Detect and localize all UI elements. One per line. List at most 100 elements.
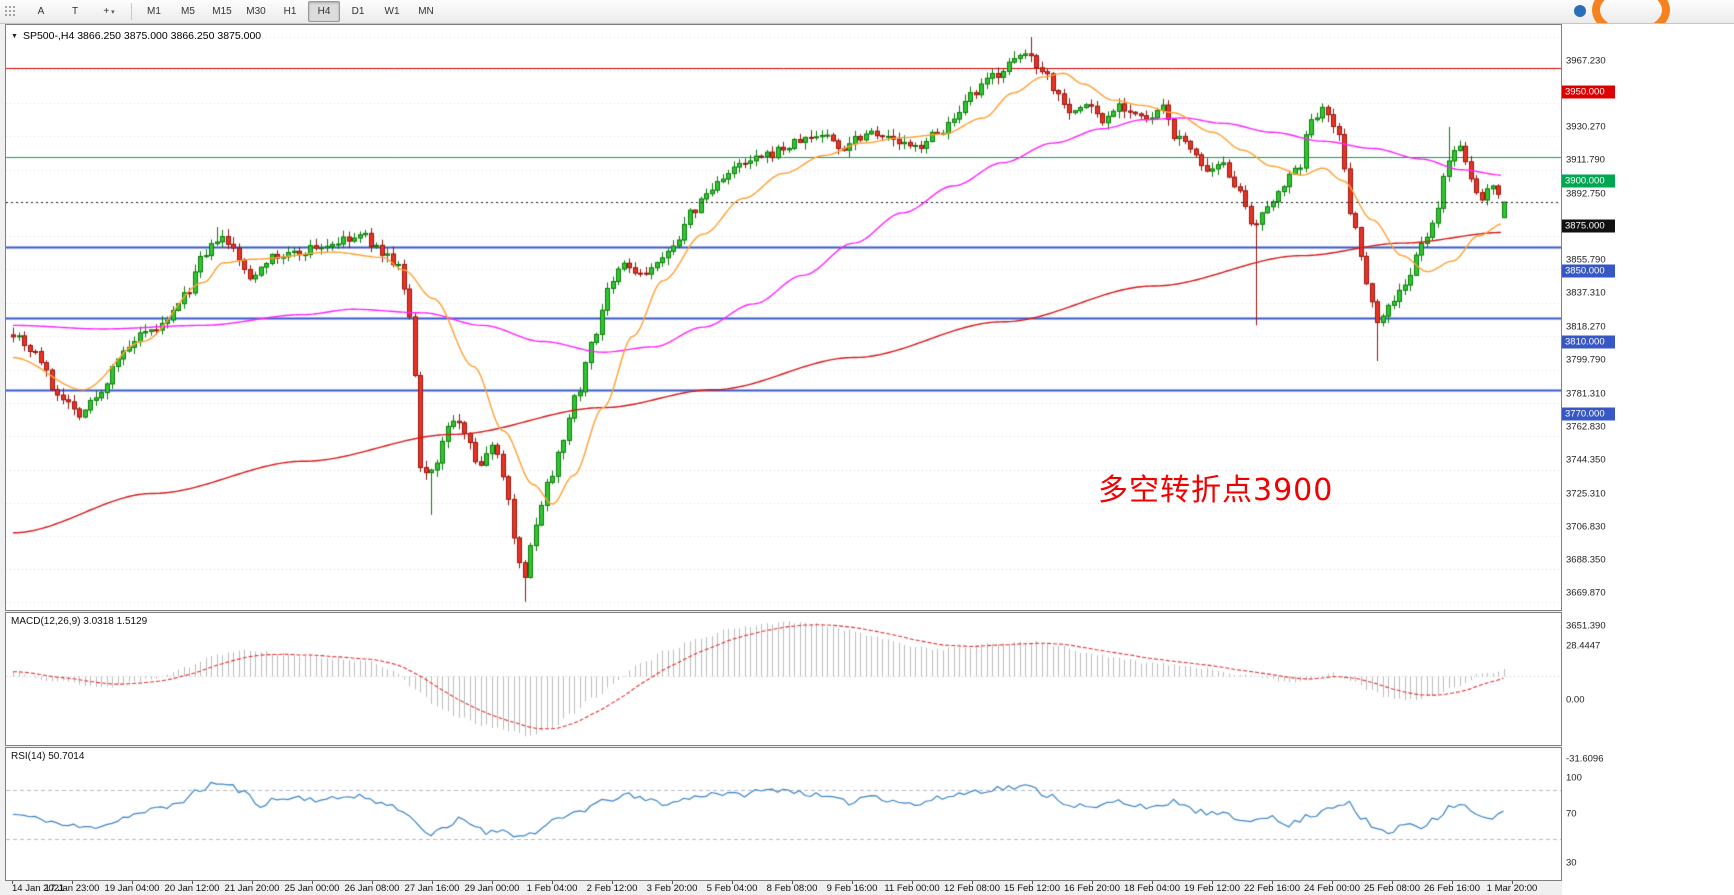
time-axis-tick [1212, 881, 1213, 884]
price-tick-label: 3762.830 [1566, 421, 1606, 433]
time-axis-tick [192, 881, 193, 884]
macd-axis-label: 0.00 [1566, 694, 1585, 706]
time-axis-label: 12 Feb 08:00 [944, 883, 1000, 894]
time-axis-tick [1452, 881, 1453, 884]
time-axis-label: 14 Jan 2021 [12, 883, 65, 894]
time-axis-label: 26 Jan 08:00 [344, 883, 400, 894]
time-axis-tick [672, 881, 673, 884]
main-chart-panel: ▼ SP500-,H4 3866.250 3875.000 3866.250 3… [5, 24, 1562, 611]
time-axis-tick [12, 881, 13, 884]
rsi-axis-label: 70 [1566, 808, 1577, 820]
time-axis-tick [252, 881, 253, 884]
time-axis-tick [372, 881, 373, 884]
timeframe-button-m5[interactable]: M5 [181, 6, 195, 17]
time-axis-tick [852, 881, 853, 884]
time-axis-label: 1 Feb 04:00 [526, 883, 578, 894]
price-tick-label: 3855.790 [1566, 254, 1606, 266]
price-axis[interactable]: 3967.230 3930.270 3911.790 3892.750 3855.790… [1562, 24, 1734, 895]
macd-axis-label: 28.4447 [1566, 640, 1601, 652]
toolbar: A T + ▾ M1 M5 M15 M30 H1 H4 D1 W1 MN [0, 0, 1734, 24]
price-tick-label: 3651.390 [1566, 620, 1606, 632]
time-axis-label: 25 Feb 08:00 [1364, 883, 1420, 894]
price-line-badge: 3810.000 [1562, 335, 1615, 349]
time-axis-label: 27 Jan 16:00 [404, 883, 460, 894]
time-axis-tick [1032, 881, 1033, 884]
timeframe-button-mn[interactable]: MN [418, 6, 434, 17]
main-chart-canvas[interactable] [6, 25, 1561, 610]
price-tick-label: 3688.350 [1566, 554, 1606, 566]
rsi-panel: RSI(14) 50.7014 [5, 747, 1562, 881]
time-axis-tick [1092, 881, 1093, 884]
toolbar-separator [131, 3, 132, 20]
time-axis-tick [552, 881, 553, 884]
time-axis-label: 18 Feb 04:00 [1124, 883, 1180, 894]
timeframe-button-m1[interactable]: M1 [147, 6, 161, 17]
time-axis-label: 2 Feb 12:00 [586, 883, 638, 894]
chevron-down-icon: ▾ [111, 8, 115, 16]
price-tick-label: 3706.830 [1566, 521, 1606, 533]
time-axis-label: 29 Jan 00:00 [464, 883, 520, 894]
time-axis-tick [432, 881, 433, 884]
price-tick-label: 3930.270 [1566, 121, 1606, 133]
time-axis-tick [72, 881, 73, 884]
time-axis-tick [732, 881, 733, 884]
time-axis-label: 19 Feb 12:00 [1184, 883, 1240, 894]
time-axis-tick [492, 881, 493, 884]
time-axis[interactable]: 14 Jan 2021 17 Jan 23:00 19 Jan 04:00 20 Ja… [5, 881, 1562, 895]
macd-axis-label: -31.6096 [1566, 753, 1604, 765]
time-axis-label: 22 Feb 16:00 [1244, 883, 1300, 894]
time-axis-label: 1 Mar 20:00 [1486, 883, 1538, 894]
price-tick-label: 3837.310 [1566, 287, 1606, 299]
rsi-axis-label: 30 [1566, 857, 1577, 869]
time-axis-tick [1512, 881, 1513, 884]
chart-title-text: SP500-,H4 3866.250 3875.000 3866.250 387… [22, 30, 262, 42]
price-tick-label: 3892.750 [1566, 188, 1606, 200]
brand-logo [1540, 0, 1720, 23]
time-axis-label: 17 Jan 23:00 [44, 883, 100, 894]
timeframe-button-m15[interactable]: M15 [212, 6, 232, 17]
time-axis-tick [1392, 881, 1393, 884]
time-axis-label: 16 Feb 20:00 [1064, 883, 1120, 894]
rsi-canvas[interactable] [6, 748, 1561, 880]
time-axis-tick [612, 881, 613, 884]
macd-label: MACD(12,26,9) 3.0318 1.5129 [11, 616, 148, 627]
crosshair-icon: + [103, 6, 110, 17]
price-line-badge: 3770.000 [1562, 407, 1615, 421]
price-tick-label: 3744.350 [1566, 454, 1606, 466]
price-line-badge: 3950.000 [1562, 85, 1615, 99]
price-tick-label: 3799.790 [1566, 354, 1606, 366]
rsi-axis-label: 0 [1566, 894, 1571, 895]
price-tick-label: 3967.230 [1566, 55, 1606, 67]
annotation-tool-button[interactable]: A [37, 6, 45, 17]
time-axis-label: 20 Jan 12:00 [164, 883, 220, 894]
timeframe-button-m30[interactable]: M30 [246, 6, 266, 17]
timeframe-button-h1[interactable]: H1 [283, 6, 297, 17]
time-axis-tick [792, 881, 793, 884]
time-axis-tick [312, 881, 313, 884]
text-tool-button[interactable]: T [71, 6, 79, 17]
time-axis-label: 26 Feb 16:00 [1424, 883, 1480, 894]
time-axis-label: 21 Jan 20:00 [224, 883, 280, 894]
crosshair-tool-button[interactable]: + ▾ [93, 1, 125, 22]
time-axis-label: 9 Feb 16:00 [826, 883, 878, 894]
time-axis-label: 8 Feb 08:00 [766, 883, 818, 894]
macd-canvas[interactable] [6, 613, 1561, 745]
price-tick-label: 3725.310 [1566, 488, 1606, 500]
time-axis-tick [1272, 881, 1273, 884]
time-axis-label: 15 Feb 12:00 [1004, 883, 1060, 894]
chart-annotation: 多空转折点3900 [1098, 473, 1334, 508]
timeframe-button-d1[interactable]: D1 [351, 6, 365, 17]
price-line-badge: 3900.000 [1562, 174, 1615, 188]
price-tick-label: 3911.790 [1566, 154, 1605, 166]
time-axis-label: 25 Jan 00:00 [284, 883, 340, 894]
toolbar-grip[interactable] [5, 5, 17, 18]
logo-swoosh-icon [1592, 0, 1670, 23]
price-tick-label: 3781.310 [1566, 388, 1606, 399]
time-axis-tick [972, 881, 973, 884]
time-axis-tick [1332, 881, 1333, 884]
timeframe-button-h4[interactable]: H4 [308, 1, 340, 22]
time-axis-label: 19 Jan 04:00 [104, 883, 160, 894]
timeframe-button-w1[interactable]: W1 [384, 6, 400, 17]
logo-dot-icon [1574, 5, 1586, 17]
chart-dropdown-icon[interactable]: ▼ [11, 32, 18, 40]
